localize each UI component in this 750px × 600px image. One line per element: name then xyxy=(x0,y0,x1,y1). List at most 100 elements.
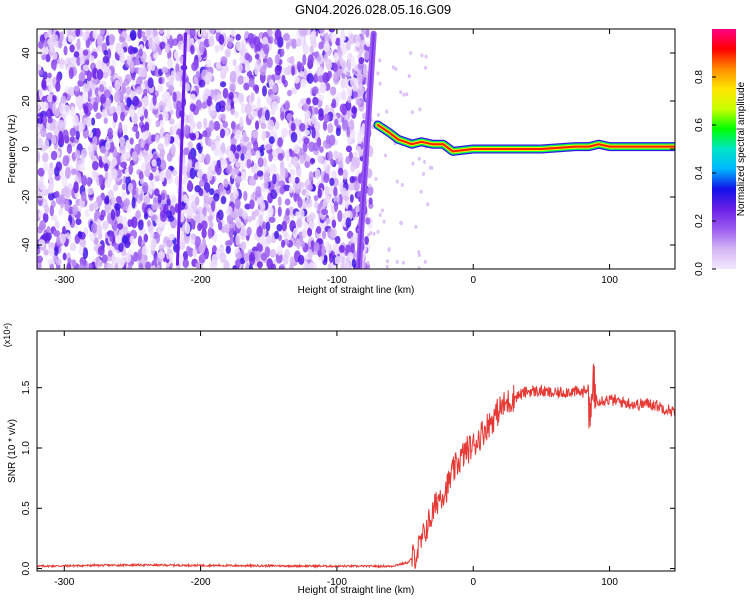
noise-cell xyxy=(382,219,386,224)
noise-cell xyxy=(198,254,206,264)
noise-cell xyxy=(52,60,57,71)
noise-cell xyxy=(74,149,81,159)
noise-cell xyxy=(280,165,286,177)
noise-cell xyxy=(198,179,205,187)
noise-cell xyxy=(50,150,58,161)
noise-cell xyxy=(305,197,313,208)
noise-cell xyxy=(188,114,193,124)
spectrogram-y-tick-label: 0 xyxy=(21,146,32,152)
noise-cell xyxy=(254,85,260,94)
noise-cell xyxy=(58,38,63,49)
noise-cell xyxy=(100,145,106,154)
noise-cell xyxy=(87,187,94,196)
noise-cell xyxy=(198,79,206,88)
noise-cell xyxy=(213,147,220,157)
noise-cell xyxy=(318,94,325,101)
snr-x-tick-label: 100 xyxy=(601,577,618,588)
noise-cell xyxy=(210,258,218,268)
noise-cell xyxy=(285,207,290,216)
noise-cell xyxy=(100,29,106,35)
noise-cell xyxy=(51,214,58,222)
noise-cell xyxy=(96,34,102,46)
noise-cell xyxy=(53,125,60,137)
noise-cell xyxy=(77,231,83,238)
noise-cell xyxy=(109,106,114,114)
noise-cell xyxy=(141,131,148,141)
noise-cell xyxy=(111,168,118,179)
noise-cell xyxy=(88,131,94,138)
snr-frame xyxy=(36,330,676,572)
noise-cell xyxy=(299,154,305,165)
noise-cell xyxy=(166,210,172,219)
noise-cell xyxy=(340,60,347,68)
noise-cell xyxy=(125,139,131,149)
noise-cell xyxy=(186,207,193,220)
noise-cell xyxy=(55,81,61,92)
noise-cell xyxy=(213,120,221,131)
noise-cell xyxy=(245,149,252,160)
noise-cell xyxy=(304,109,311,120)
noise-cell xyxy=(153,188,160,197)
noise-cell xyxy=(337,210,343,222)
noise-cell xyxy=(107,127,113,137)
noise-cell xyxy=(138,48,143,57)
noise-cell xyxy=(233,185,238,196)
noise-cell xyxy=(240,103,247,114)
noise-cell xyxy=(203,182,211,193)
colorbar-tick-label: 0.6 xyxy=(694,118,705,132)
spectrogram-x-tick-label: 100 xyxy=(601,275,618,286)
noise-cell xyxy=(49,179,55,190)
noise-cell xyxy=(105,140,111,151)
noise-cell xyxy=(127,182,134,193)
noise-cell xyxy=(51,33,59,43)
noise-cell xyxy=(282,254,289,266)
noise-cell xyxy=(310,35,316,42)
noise-cell xyxy=(69,242,77,252)
noise-cell xyxy=(423,259,427,264)
noise-cell xyxy=(125,252,132,263)
noise-cell xyxy=(159,119,164,128)
noise-cell xyxy=(94,256,101,269)
noise-cell xyxy=(103,162,109,172)
noise-cell xyxy=(195,262,201,269)
noise-cell xyxy=(102,155,109,164)
noise-cell xyxy=(207,137,212,147)
noise-cell xyxy=(195,215,201,224)
noise-cell xyxy=(234,111,239,119)
noise-cell xyxy=(91,160,99,171)
noise-cell xyxy=(230,29,236,37)
noise-cell xyxy=(132,47,139,54)
noise-cell xyxy=(38,178,44,191)
noise-cell xyxy=(197,222,202,232)
noise-cell xyxy=(81,175,88,187)
noise-cell xyxy=(385,259,389,264)
noise-cell xyxy=(94,95,102,104)
noise-cell xyxy=(257,109,262,119)
noise-cell xyxy=(61,175,68,188)
noise-cell xyxy=(244,64,251,73)
noise-cell xyxy=(260,252,268,261)
noise-cell xyxy=(314,168,321,180)
noise-cell xyxy=(296,217,303,229)
noise-cell xyxy=(223,223,229,233)
noise-cell xyxy=(96,224,103,235)
noise-cell xyxy=(274,120,280,130)
noise-cell xyxy=(288,186,294,194)
noise-cell xyxy=(275,185,281,194)
noise-cell xyxy=(137,29,143,40)
noise-cell xyxy=(254,53,260,60)
noise-cell xyxy=(141,31,146,38)
noise-cell xyxy=(272,173,277,185)
noise-cell xyxy=(65,187,71,199)
noise-cell xyxy=(203,247,209,260)
noise-cell xyxy=(112,112,118,123)
noise-cell xyxy=(355,99,362,106)
noise-cell xyxy=(206,170,213,182)
noise-cell xyxy=(345,217,352,228)
noise-cell xyxy=(357,62,364,70)
noise-cell xyxy=(226,164,233,175)
noise-cell xyxy=(38,69,44,76)
noise-cell xyxy=(158,244,164,253)
noise-cell xyxy=(220,158,228,169)
noise-cell xyxy=(290,122,296,132)
